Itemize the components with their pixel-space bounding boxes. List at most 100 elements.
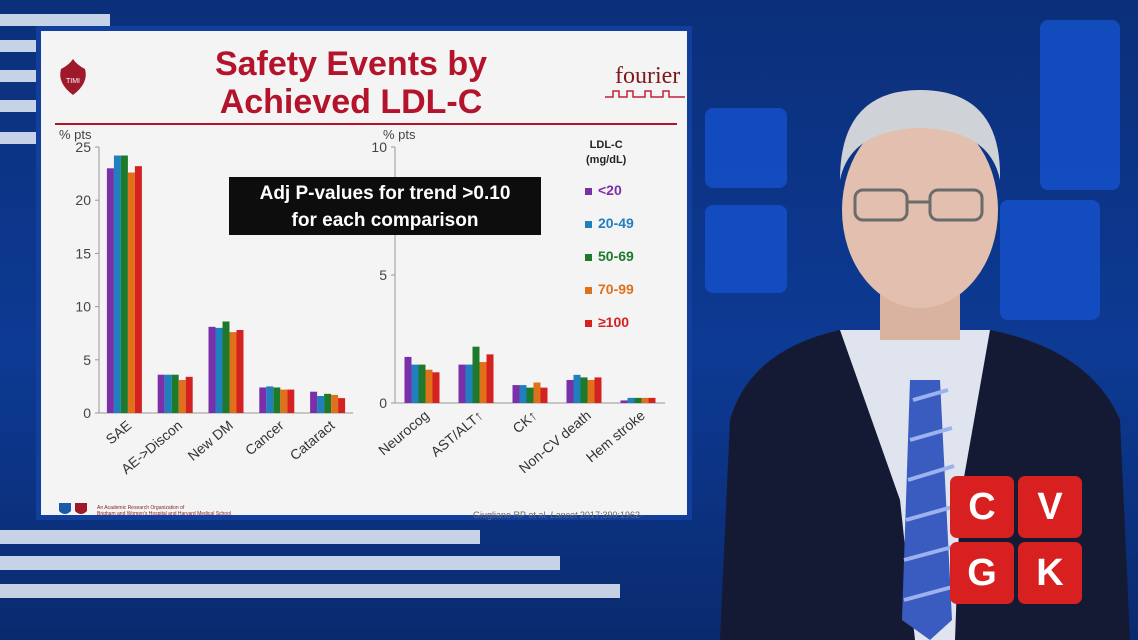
bar (164, 374, 172, 413)
cvgk-logo-letter: C (950, 476, 1014, 538)
legend-title: LDL-C (mg/dL) (586, 138, 626, 168)
studio-stripe (0, 530, 480, 544)
studio-stripe (0, 132, 40, 144)
category-label: CK↑ (509, 407, 540, 436)
category-label: Cataract (287, 417, 338, 463)
title-divider (55, 123, 677, 125)
legend-swatch (585, 220, 592, 228)
studio-panel (705, 205, 787, 293)
bar (580, 377, 588, 403)
category-label: AST/ALT↑ (428, 407, 486, 460)
y-tick-label: 15 (75, 245, 91, 261)
legend-item: 50-69 (585, 248, 634, 264)
legend-label: ≥100 (598, 314, 630, 330)
p-value-annotation: Adj P-values for trend >0.10 for each co… (229, 177, 541, 235)
bar (479, 362, 487, 403)
y-tick-label: 5 (83, 352, 91, 368)
bar (215, 327, 223, 413)
category-label: Hem stroke (583, 407, 648, 465)
bar (338, 398, 346, 413)
y-tick-label: 10 (75, 299, 91, 315)
bar (208, 326, 216, 413)
studio-stripe (0, 584, 620, 598)
bar (620, 400, 628, 403)
bar (113, 155, 121, 413)
citation-journal: Lancet (550, 510, 578, 520)
annotation-line: for each comparison (291, 210, 479, 231)
bar (486, 354, 494, 403)
waveform-icon (605, 90, 685, 98)
citation-details: 2017;390:1962- (577, 510, 643, 520)
y-tick-label: 0 (379, 395, 387, 411)
category-label: Cancer (242, 417, 287, 458)
studio-stripe (0, 100, 40, 112)
bar (594, 377, 602, 403)
bar (648, 397, 656, 403)
bar (331, 394, 339, 413)
bar (157, 374, 165, 413)
legend-label: <20 (598, 182, 622, 198)
footer-organization: An Academic Research Organization of Bri… (97, 505, 231, 517)
fourier-logo: fourier (605, 63, 685, 101)
category-label: SAE (103, 417, 135, 447)
bar (324, 393, 332, 413)
bar (404, 356, 412, 403)
y-tick-label: 10 (371, 139, 387, 155)
cvgk-logo-letter: V (1018, 476, 1082, 538)
legend-swatch (585, 253, 592, 261)
footer-org-line: An Academic Research Organization of (97, 505, 185, 511)
bar (185, 376, 193, 413)
slide-title-line: Achieved LDL-C (219, 83, 483, 121)
citation: Giugliano RP et al. Lancet 2017;390:1962… (473, 510, 643, 520)
bar (425, 369, 433, 403)
bar (641, 397, 649, 403)
timi-logo-text: TIMI (66, 78, 80, 85)
studio-panel (1040, 20, 1120, 190)
studio-stripe (0, 14, 110, 26)
bar (519, 385, 527, 403)
bar (540, 387, 548, 403)
cvgk-logo-letter: G (950, 542, 1014, 604)
institution-shields-icon (59, 503, 87, 514)
presentation-slide: TIMI Safety Events by Achieved LDL-C fou… (36, 26, 692, 520)
legend-item: ≥100 (585, 314, 629, 330)
bar (178, 380, 186, 413)
bar (526, 387, 534, 403)
studio-stripe (0, 40, 40, 52)
y-tick-label: 0 (83, 405, 91, 421)
slide-title: Safety Events by Achieved LDL-C (161, 45, 541, 121)
bar (266, 386, 274, 413)
cvgk-logo: C V G K (946, 474, 1086, 608)
studio-stripe (0, 556, 560, 570)
legend-swatch (585, 187, 592, 195)
legend-swatch (585, 286, 592, 294)
bar (418, 364, 426, 403)
legend-title-line: LDL-C (589, 139, 623, 151)
bar (236, 330, 244, 413)
annotation-line: Adj P-values for trend >0.10 (259, 183, 511, 204)
bar (634, 397, 642, 403)
y-tick-label: 25 (75, 139, 91, 155)
cvgk-logo-letter: K (1018, 542, 1082, 604)
bar (432, 372, 440, 403)
legend-title-line: (mg/dL) (586, 154, 627, 166)
bar (317, 395, 325, 413)
bar (465, 364, 473, 403)
fourier-logo-text: fourier (615, 63, 681, 89)
bar (587, 379, 595, 403)
bar (120, 155, 128, 413)
bar (259, 387, 267, 413)
studio-stripe (0, 70, 40, 82)
legend-item: 20-49 (585, 215, 634, 231)
bar (222, 321, 230, 413)
bar (533, 382, 541, 403)
bar (171, 374, 179, 413)
y-tick-label: 5 (379, 267, 387, 283)
legend-swatch (585, 319, 592, 327)
slide-title-line: Safety Events by (214, 45, 488, 83)
timi-logo-icon: TIMI (60, 59, 86, 95)
bar (566, 379, 574, 403)
bar (106, 168, 114, 413)
